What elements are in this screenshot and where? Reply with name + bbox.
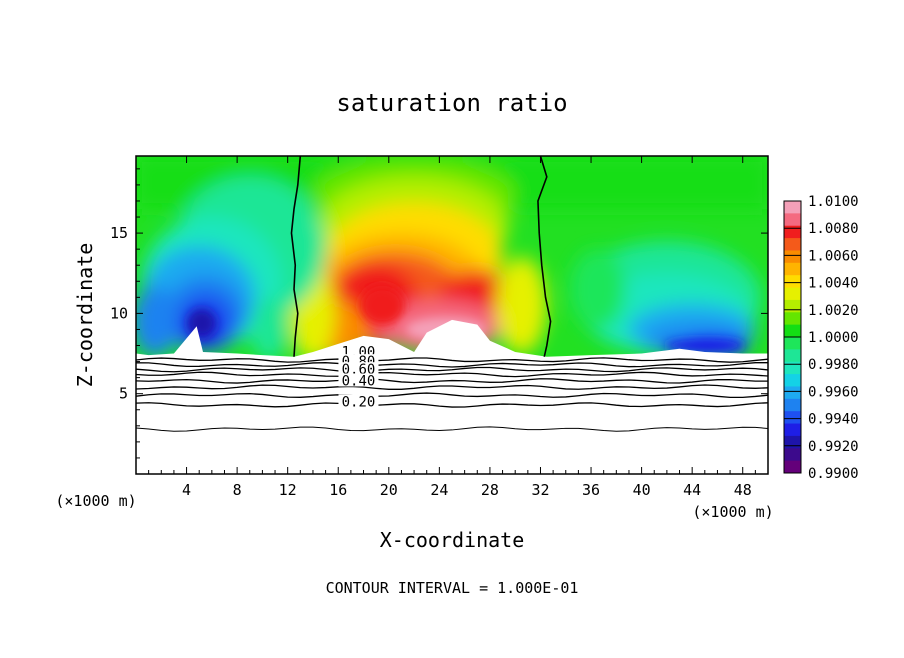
x-tick-label: 44 <box>683 481 701 499</box>
y-tick-label: 10 <box>110 304 128 322</box>
chart-title: saturation ratio <box>336 89 567 117</box>
colorbar-swatch <box>784 262 801 276</box>
field-blob <box>664 339 745 352</box>
x-unit-left: (×1000 m) <box>55 492 136 510</box>
colorbar-label: 0.9940 <box>808 412 859 428</box>
contour-interval-footer: CONTOUR INTERVAL = 1.000E-01 <box>326 579 579 597</box>
contour-lines: 1.000.800.600.400.20 <box>136 156 768 432</box>
colorbar-label: 1.0100 <box>808 194 859 210</box>
colorbar-swatch <box>784 324 801 338</box>
field-blob <box>569 249 626 330</box>
colorbar-swatch <box>784 299 801 313</box>
contour-line <box>136 392 768 399</box>
colorbar-swatch <box>784 374 801 387</box>
y-tick-label: 15 <box>110 224 128 242</box>
x-tick-label: 40 <box>633 481 651 499</box>
colorbar-swatch <box>784 225 801 239</box>
x-axis-label: X-coordinate <box>380 528 525 552</box>
colorbar-swatch <box>784 250 801 264</box>
colorbar-swatch <box>784 361 801 375</box>
colorbar-label: 1.0020 <box>808 303 859 319</box>
contour-label: 0.40 <box>342 373 376 389</box>
contour-label-bg <box>338 362 379 376</box>
smooth-field <box>136 156 768 362</box>
contour-line <box>136 371 768 378</box>
x-tick-label: 24 <box>430 481 448 499</box>
colorbar-swatch <box>784 435 801 449</box>
colorbar-swatch <box>784 312 801 326</box>
field-blob <box>496 257 547 354</box>
field-blob <box>249 297 288 362</box>
x-tick-label: 4 <box>182 481 191 499</box>
colorbar-label: 1.0060 <box>808 248 859 264</box>
colorbar-label: 0.9960 <box>808 384 859 400</box>
field-blob <box>136 286 178 357</box>
y-axis: 5 10 15 <box>110 168 768 459</box>
colorbar-swatch <box>784 287 801 301</box>
x-tick-label: 48 <box>734 481 752 499</box>
colorbar: 1.0100 1.0080 1.0060 1.0040 1.0020 1.0000 0.99… <box>783 194 859 482</box>
colorbar-label: 0.9900 <box>808 466 859 482</box>
y-axis-label: Z-coordinate <box>73 243 97 388</box>
contour-line <box>136 357 768 363</box>
x-tick-label: 36 <box>582 481 600 499</box>
contour-line <box>136 402 768 408</box>
x-tick-label: 20 <box>380 481 398 499</box>
plot-area: 1.000.800.600.400.20 <box>136 156 768 474</box>
saturation-field <box>136 156 768 362</box>
contour-label-bg <box>338 394 379 408</box>
colorbar-swatch <box>784 423 801 437</box>
x-tick-label: 8 <box>233 481 242 499</box>
colorbar-swatch <box>784 213 801 227</box>
x-unit-right: (×1000 m) <box>692 503 773 521</box>
colorbar-swatch <box>784 275 801 289</box>
x-tick-label: 28 <box>481 481 499 499</box>
contour-line <box>136 426 768 432</box>
colorbar-swatch <box>784 349 801 363</box>
x-axis: 4 8 12 16 20 24 28 32 36 40 44 48 <box>148 156 756 499</box>
x-tick-label: 12 <box>279 481 297 499</box>
colorbar-swatch <box>784 201 801 214</box>
contour-label-bg <box>338 373 379 387</box>
field-blob <box>360 285 405 326</box>
colorbar-swatch <box>784 460 801 474</box>
y-tick-label: 5 <box>119 385 128 403</box>
contour-line <box>136 362 768 368</box>
colorbar-swatch <box>784 238 801 251</box>
colorbar-label: 1.0000 <box>808 330 859 346</box>
saturation-boundary-contour <box>537 156 552 357</box>
colorbar-swatch <box>784 398 801 412</box>
colorbar-swatch <box>784 448 801 462</box>
colorbar-label: 0.9920 <box>808 439 859 455</box>
colorbar-swatch <box>784 411 801 425</box>
x-tick-label: 32 <box>531 481 549 499</box>
contour-label: 0.20 <box>342 394 376 410</box>
contour-line <box>136 378 768 384</box>
contour-line <box>136 384 768 390</box>
colorbar-label: 1.0040 <box>808 276 859 292</box>
colorbar-swatch <box>784 386 801 400</box>
saturation-boundary-contour <box>290 156 302 357</box>
x-tick-label: 16 <box>329 481 347 499</box>
colorbar-label: 0.9980 <box>808 357 859 373</box>
colorbar-label: 1.0080 <box>808 221 859 237</box>
contour-line <box>136 366 768 373</box>
colorbar-swatch <box>784 337 801 350</box>
